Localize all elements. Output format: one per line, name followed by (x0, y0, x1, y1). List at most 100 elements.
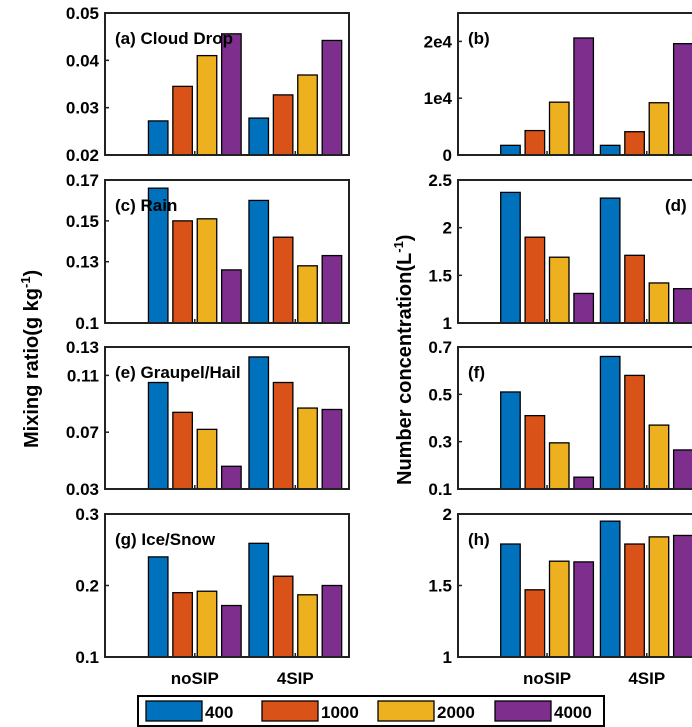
y-axis-label-left: Mixing ratio(g kg-1) (18, 270, 43, 448)
bar-1000-noSIP (172, 411, 193, 490)
y-tick-label: 1 (443, 648, 452, 667)
bar-2000-noSIP (548, 560, 570, 658)
bar-400-4SIP (599, 144, 621, 156)
bar-1000-4SIP (272, 575, 294, 658)
panel-6: 0.1 0.3 0.5 0.7 (f) (428, 338, 692, 499)
panel-title: (e) Graupel/Hail (115, 363, 241, 382)
legend-swatch-1000 (261, 700, 319, 722)
bar-4000-4SIP (672, 288, 692, 324)
bar-400-noSIP (500, 543, 521, 658)
bar-2000-4SIP (297, 594, 318, 658)
bar-4000-noSIP (220, 465, 242, 490)
y-tick-label: 0.11 (67, 366, 99, 385)
y-tick-label: 0.17 (66, 171, 99, 190)
bar-1000-4SIP (624, 374, 645, 490)
panel-frame (104, 12, 350, 156)
bar-1000-4SIP (272, 236, 294, 324)
bar-1000-4SIP (624, 131, 645, 156)
bar-4000-4SIP (672, 534, 692, 658)
legend-label-2000: 2000 (437, 703, 475, 722)
y-tick-label: 0.03 (66, 480, 99, 499)
bar-4000-4SIP (321, 39, 343, 156)
y-tick-label: 0.15 (66, 212, 99, 231)
bar-1000-noSIP (524, 589, 546, 658)
panel-7: 0.1 0.2 0.3 (g) Ice/Snow noSIP 4SIP (75, 505, 350, 688)
y-tick-label: 0.03 (66, 99, 99, 118)
bar-2000-noSIP (196, 590, 218, 658)
y-tick-label: 0.3 (75, 505, 99, 524)
bar-1000-4SIP (624, 543, 645, 658)
panel-frame (104, 346, 350, 490)
bar-400-4SIP (248, 542, 270, 658)
bar-1000-4SIP (272, 381, 294, 490)
x-category-label: 4SIP (628, 669, 665, 688)
bar-4000-4SIP (321, 584, 343, 658)
bar-2000-4SIP (297, 74, 318, 156)
bar-4000-noSIP (220, 269, 242, 324)
y-tick-label: 2.5 (428, 171, 452, 190)
panel-title: (c) Rain (115, 196, 177, 215)
legend-swatch-400 (145, 700, 203, 722)
y-tick-label: 0.1 (75, 648, 99, 667)
bar-2000-noSIP (196, 428, 218, 490)
bar-400-4SIP (248, 356, 270, 490)
bar-4000-noSIP (573, 37, 595, 156)
legend-swatch-4000 (494, 700, 552, 722)
bar-2000-noSIP (548, 101, 570, 156)
bar-2000-noSIP (196, 218, 218, 324)
panel-5: 0.03 0.07 0.11 0.13 (e) Graupel/Hail (66, 338, 350, 499)
x-category-label: noSIP (523, 669, 571, 688)
bar-400-4SIP (599, 355, 621, 490)
bar-4000-4SIP (321, 254, 343, 324)
y-tick-label: 0.05 (66, 4, 99, 23)
panel-title: (b) (468, 29, 490, 48)
y-tick-label: 0.7 (428, 338, 452, 357)
panel-title: (h) (468, 530, 490, 549)
bar-1000-4SIP (272, 94, 294, 156)
y-tick-label: 1e4 (424, 89, 453, 108)
bar-1000-4SIP (624, 254, 645, 324)
bar-4000-noSIP (220, 604, 242, 658)
bar-4000-4SIP (321, 408, 343, 490)
panel-title: (f) (468, 363, 485, 382)
legend: 400 1000 2000 4000 (137, 695, 605, 727)
y-tick-label: 0.2 (75, 577, 99, 596)
y-tick-label: 0.1 (428, 480, 452, 499)
y-tick-label: 2e4 (424, 32, 453, 51)
y-tick-label: 1.5 (428, 266, 452, 285)
panel-frame (457, 346, 692, 490)
bar-400-noSIP (147, 556, 169, 658)
bar-2000-4SIP (648, 536, 670, 658)
bar-2000-noSIP (548, 442, 570, 490)
y-tick-label: 2 (443, 219, 452, 238)
y-tick-label: 0.1 (75, 314, 99, 333)
y-tick-label: 0 (443, 146, 452, 165)
bar-2000-noSIP (548, 256, 570, 324)
y-tick-label: 2 (443, 505, 452, 524)
bar-1000-noSIP (524, 236, 546, 324)
panel-3: 0.1 0.13 0.15 0.17 (c) Rain (66, 171, 350, 333)
y-tick-label: 0.02 (66, 146, 99, 165)
panel-frame (457, 179, 692, 324)
bar-4000-4SIP (672, 43, 692, 156)
panel-4: 1 1.5 2 2.5 (d) (428, 171, 692, 333)
bar-2000-4SIP (297, 265, 318, 324)
bar-400-noSIP (147, 381, 169, 490)
bar-2000-4SIP (297, 407, 318, 490)
panels: 0.02 0.03 0.04 0.05 (a) Cloud Drop 0 1e4 2e4 (b)… (66, 4, 692, 688)
bar-400-4SIP (599, 197, 621, 324)
bar-400-4SIP (248, 117, 270, 156)
bar-1000-noSIP (524, 129, 546, 156)
panel-1: 0.02 0.03 0.04 0.05 (a) Cloud Drop (66, 4, 350, 165)
legend-label-1000: 1000 (321, 703, 359, 722)
y-tick-label: 0.07 (66, 423, 99, 442)
bar-4000-noSIP (573, 292, 595, 324)
bar-4000-noSIP (573, 476, 595, 490)
bar-2000-4SIP (648, 102, 670, 156)
bar-400-noSIP (500, 144, 521, 156)
panel-8: 1 1.5 2 (h) noSIP 4SIP (428, 505, 692, 688)
bar-1000-noSIP (172, 85, 193, 156)
x-category-label: noSIP (171, 669, 219, 688)
legend-label-4000: 4000 (554, 703, 592, 722)
